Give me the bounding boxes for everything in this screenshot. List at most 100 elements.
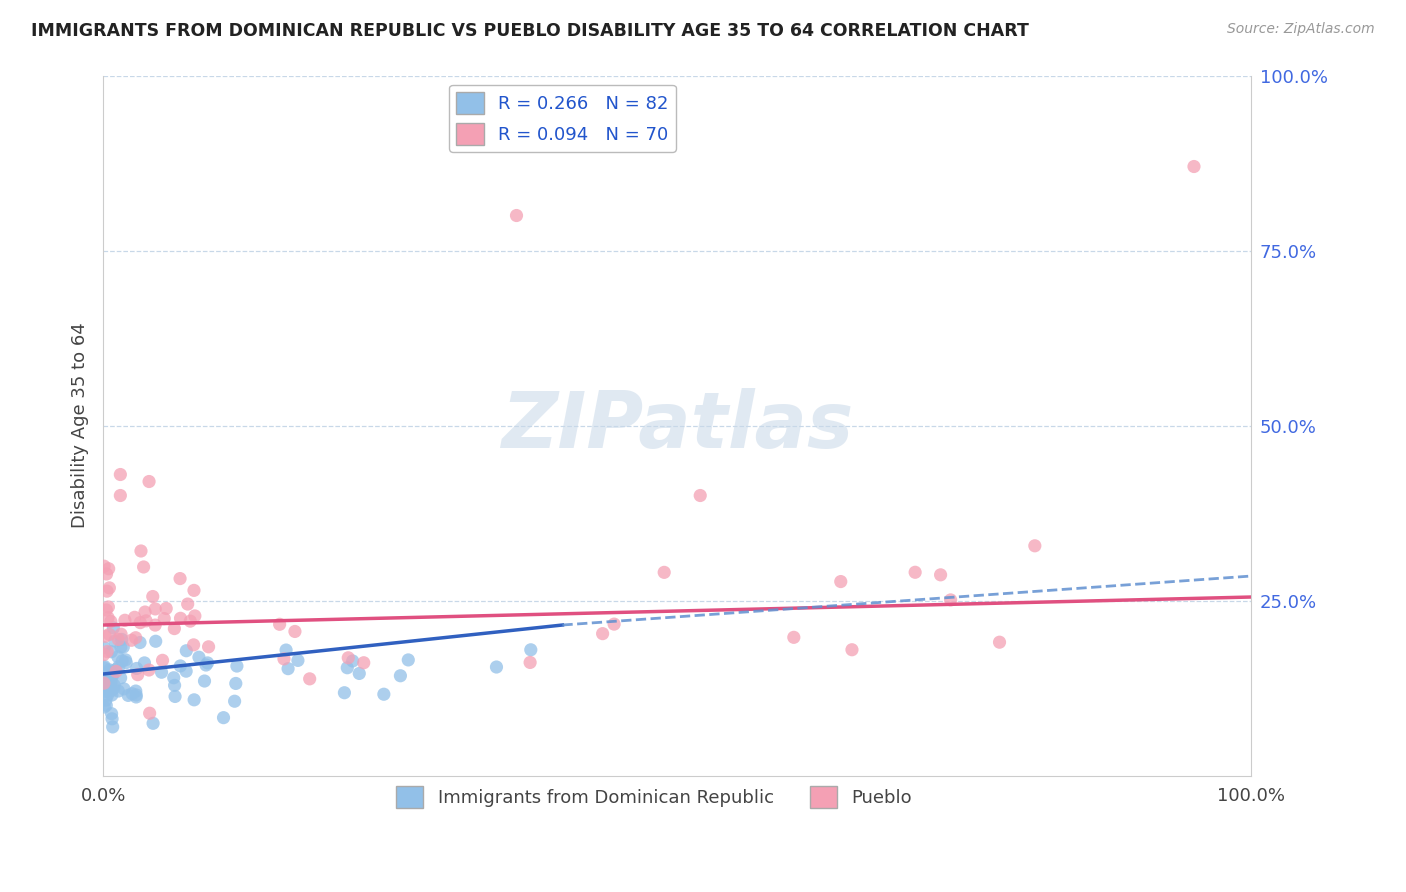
Point — [96, 644, 118, 658]
Point — [143, 602, 166, 616]
Point — [176, 644, 198, 658]
Point — [97, 610, 120, 624]
Point — [124, 631, 146, 645]
Point — [125, 684, 148, 698]
Point — [269, 617, 291, 632]
Point — [184, 609, 207, 624]
Point — [93, 659, 115, 673]
Point — [163, 671, 186, 685]
Point — [94, 693, 117, 707]
Point — [187, 650, 209, 665]
Point — [107, 684, 129, 698]
Point — [110, 467, 132, 482]
Point — [373, 687, 395, 701]
Point — [592, 626, 614, 640]
Point — [274, 643, 297, 657]
Point — [277, 662, 299, 676]
Point — [101, 712, 124, 726]
Point — [841, 642, 863, 657]
Point — [179, 614, 201, 628]
Point — [127, 667, 149, 681]
Point — [125, 688, 148, 702]
Point — [96, 584, 118, 599]
Point — [98, 666, 121, 681]
Point — [103, 678, 125, 692]
Point — [100, 645, 122, 659]
Point — [93, 661, 115, 675]
Point — [125, 661, 148, 675]
Point — [155, 601, 177, 615]
Point — [520, 642, 543, 657]
Point — [93, 676, 115, 690]
Point — [96, 681, 118, 696]
Point — [150, 665, 173, 680]
Point — [212, 711, 235, 725]
Point — [224, 694, 246, 708]
Point — [138, 706, 160, 721]
Point — [163, 622, 186, 636]
Point — [115, 656, 138, 670]
Point — [183, 638, 205, 652]
Point — [125, 690, 148, 704]
Point — [107, 632, 129, 647]
Point — [101, 667, 124, 681]
Point — [225, 659, 247, 673]
Point — [100, 673, 122, 688]
Point — [98, 667, 121, 681]
Point — [132, 560, 155, 574]
Point — [169, 659, 191, 673]
Point — [110, 489, 132, 503]
Point — [273, 652, 295, 666]
Point — [134, 656, 156, 670]
Point — [93, 648, 115, 662]
Point — [152, 653, 174, 667]
Point — [519, 656, 541, 670]
Legend: Immigrants from Dominican Republic, Pueblo: Immigrants from Dominican Republic, Pueb… — [389, 779, 920, 815]
Point — [333, 686, 356, 700]
Point — [1182, 160, 1205, 174]
Point — [124, 610, 146, 624]
Point — [101, 720, 124, 734]
Point — [396, 653, 419, 667]
Point — [97, 562, 120, 576]
Point — [142, 590, 165, 604]
Point — [110, 640, 132, 654]
Point — [100, 615, 122, 629]
Point — [112, 681, 135, 696]
Point — [183, 583, 205, 598]
Point — [169, 611, 191, 625]
Point — [98, 669, 121, 683]
Text: IMMIGRANTS FROM DOMINICAN REPUBLIC VS PUEBLO DISABILITY AGE 35 TO 64 CORRELATION: IMMIGRANTS FROM DOMINICAN REPUBLIC VS PU… — [31, 22, 1029, 40]
Point — [103, 621, 125, 635]
Point — [101, 688, 124, 702]
Point — [287, 653, 309, 667]
Point — [904, 566, 927, 580]
Point — [225, 676, 247, 690]
Point — [337, 650, 360, 665]
Point — [193, 673, 215, 688]
Y-axis label: Disability Age 35 to 64: Disability Age 35 to 64 — [72, 323, 89, 528]
Point — [505, 209, 527, 223]
Point — [939, 593, 962, 607]
Point — [96, 677, 118, 691]
Point — [197, 656, 219, 670]
Point — [689, 489, 711, 503]
Text: ZIPatlas: ZIPatlas — [501, 387, 853, 464]
Point — [138, 663, 160, 677]
Point — [129, 615, 152, 630]
Point — [111, 654, 134, 668]
Point — [1024, 539, 1046, 553]
Point — [96, 684, 118, 698]
Point — [104, 634, 127, 648]
Point — [988, 635, 1011, 649]
Point — [142, 716, 165, 731]
Point — [135, 614, 157, 628]
Point — [98, 581, 121, 595]
Point — [110, 671, 132, 685]
Point — [298, 672, 321, 686]
Point — [145, 634, 167, 648]
Point — [336, 661, 359, 675]
Point — [105, 665, 128, 679]
Point — [349, 666, 371, 681]
Point — [96, 603, 118, 617]
